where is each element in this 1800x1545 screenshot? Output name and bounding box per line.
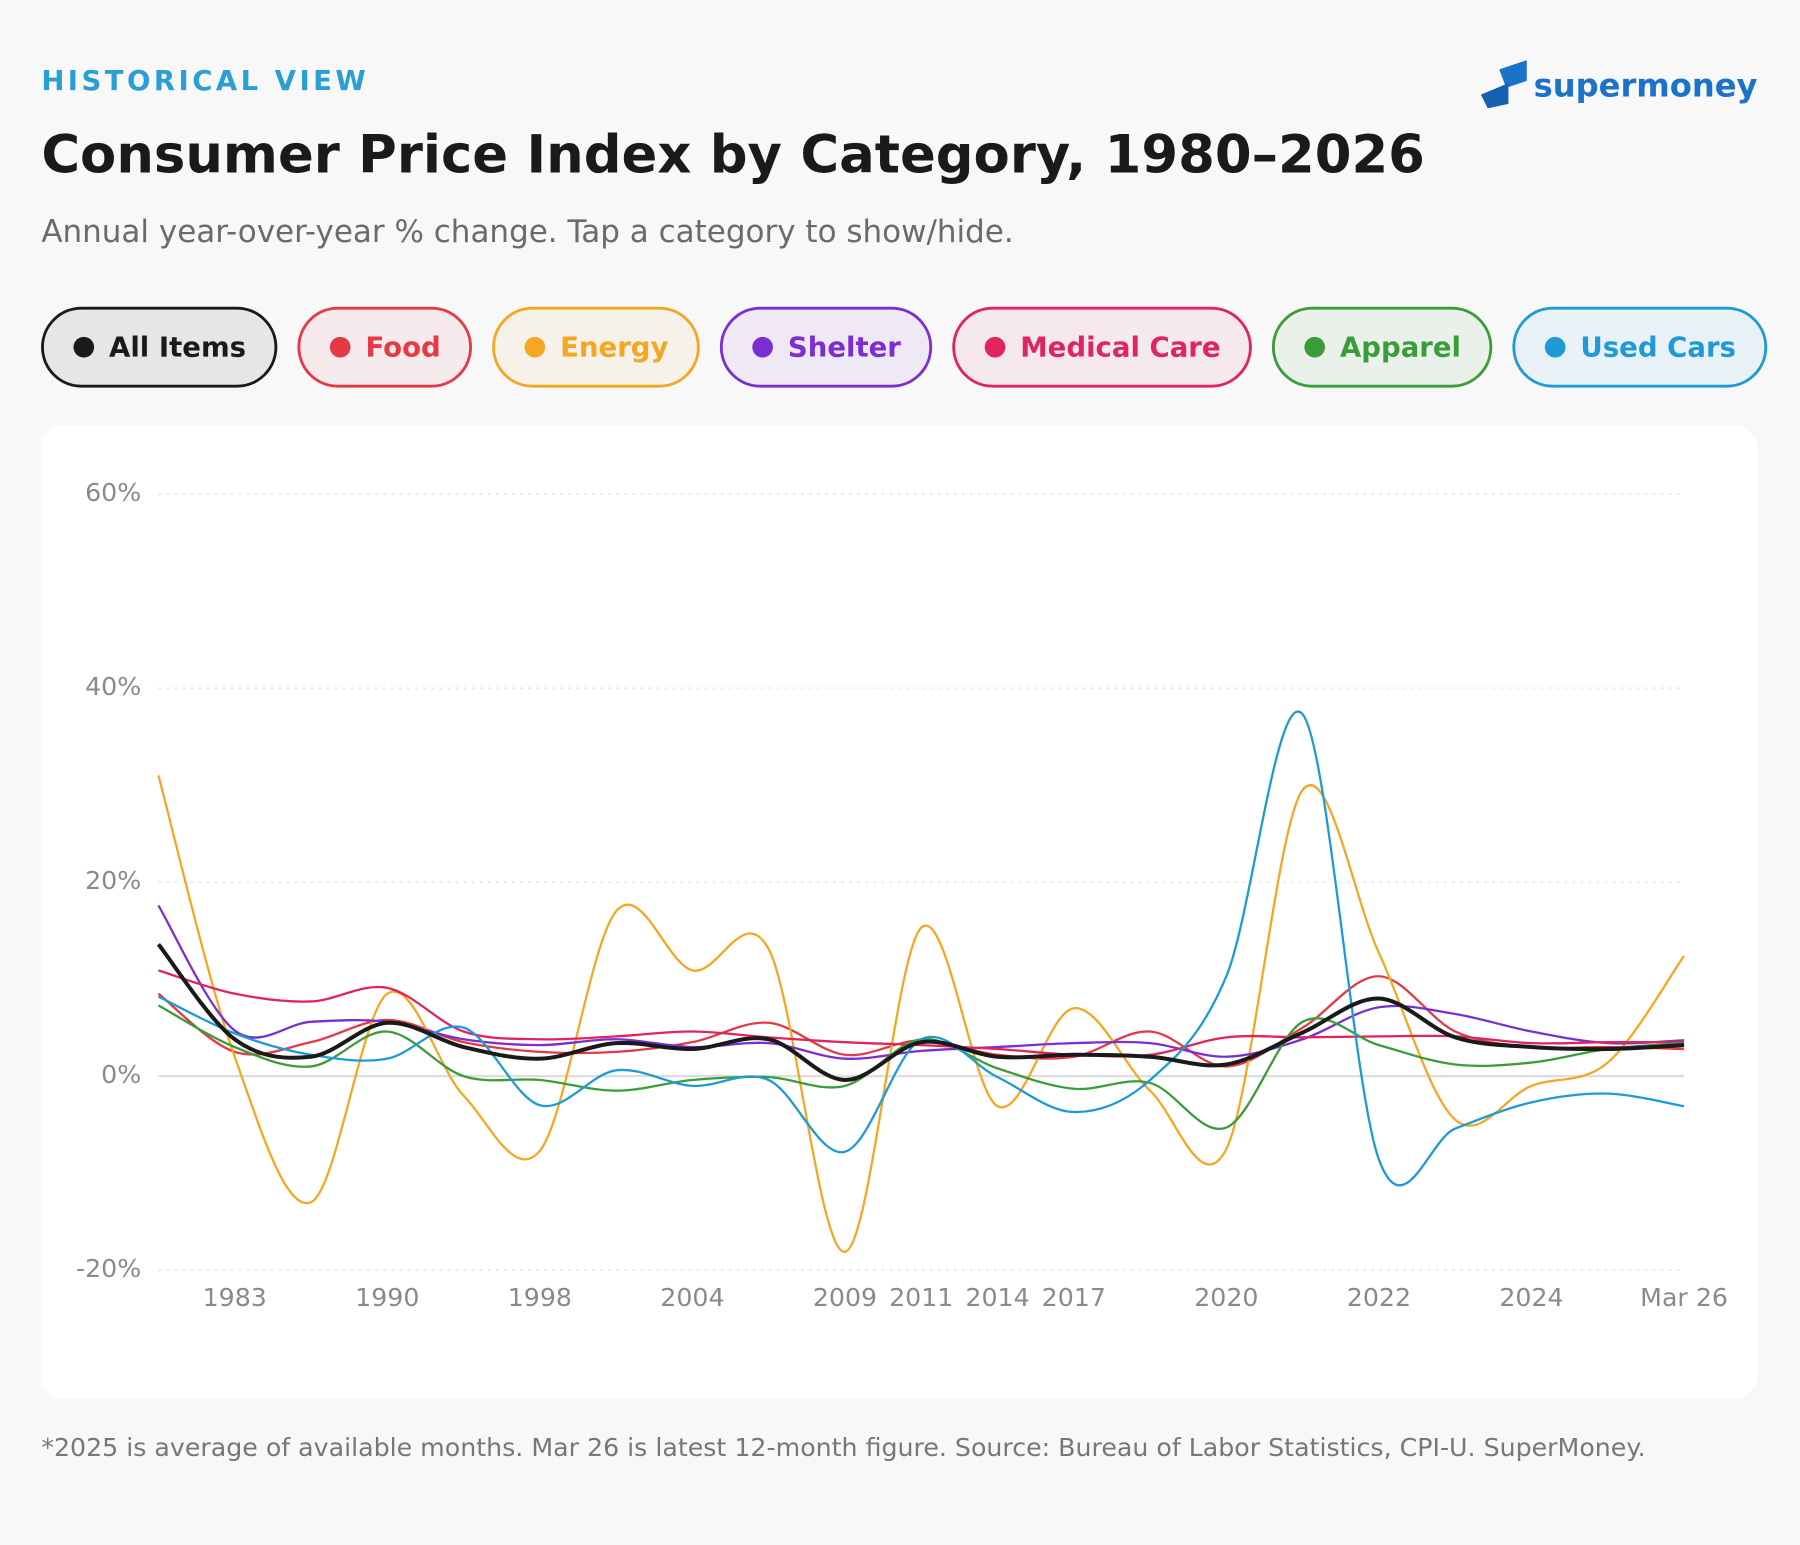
y-tick-label: 60% xyxy=(85,478,141,507)
x-tick-label: 1998 xyxy=(508,1283,572,1312)
y-tick-label: 40% xyxy=(85,672,141,701)
y-tick-label: -20% xyxy=(76,1254,141,1283)
legend-dot xyxy=(1544,336,1566,358)
legend-pill xyxy=(1271,306,1493,388)
legend-pill xyxy=(952,306,1252,388)
legend-dot xyxy=(73,336,95,358)
x-tick-label: 2011 xyxy=(889,1283,953,1312)
legend-dot xyxy=(1304,336,1326,358)
legend-label: Food xyxy=(365,331,440,363)
x-tick-label: 2022 xyxy=(1347,1283,1411,1312)
legend-item[interactable]: All Items xyxy=(41,306,278,388)
x-tick-label: 2017 xyxy=(1042,1283,1106,1312)
legend-label: Energy xyxy=(560,331,668,363)
x-tick-label: 2004 xyxy=(660,1283,724,1312)
x-tick-label: 2014 xyxy=(965,1283,1029,1312)
legend-label: Shelter xyxy=(788,331,901,363)
legend: All Items Food Energy Shelter Medical Care Ap… xyxy=(41,306,1768,388)
y-tick-label: 0% xyxy=(101,1060,141,1089)
subtitle: Annual year-over-year % change. Tap a ca… xyxy=(41,214,1013,250)
legend-pill xyxy=(297,306,473,388)
x-tick-label: 1990 xyxy=(355,1283,419,1312)
legend-item[interactable]: Apparel xyxy=(1271,306,1493,388)
x-tick-label: Mar 26 xyxy=(1640,1283,1728,1312)
plot-card xyxy=(41,425,1758,1399)
series-line xyxy=(157,1004,1685,1131)
legend-dot xyxy=(752,336,773,358)
series-line xyxy=(158,969,1685,1058)
series-line xyxy=(157,710,1685,1187)
series-line xyxy=(156,942,1685,1083)
chart-title: Consumer Price Index by Category, 1980–2… xyxy=(41,124,1425,185)
x-tick-label: 2020 xyxy=(1194,1283,1258,1312)
legend-pill xyxy=(41,306,278,388)
y-tick-label: 20% xyxy=(85,866,141,895)
logo: supermoney xyxy=(1480,60,1758,109)
legend-label: Used Cars xyxy=(1580,331,1736,363)
legend-pill xyxy=(719,306,933,388)
logo-icon xyxy=(1480,83,1509,109)
x-tick-label: 2009 xyxy=(813,1283,877,1312)
legend-label: All Items xyxy=(109,331,246,363)
legend-label: Medical Care xyxy=(1020,331,1220,363)
legend-dot xyxy=(329,336,351,358)
legend-dot xyxy=(984,336,1006,358)
legend-item[interactable]: Medical Care xyxy=(952,306,1252,388)
plot-area: -20% 0% 20% 40% 60% 1983 1990 1998 2004 2009 2011 2… xyxy=(76,478,1728,1312)
x-tick-label: 1983 xyxy=(203,1283,267,1312)
series-line xyxy=(157,775,1685,1253)
legend-item[interactable]: Food xyxy=(297,306,473,388)
logo-icon xyxy=(1499,60,1527,88)
legend-dot xyxy=(524,336,546,358)
legend-label: Apparel xyxy=(1340,331,1461,363)
x-tick-label: 2024 xyxy=(1499,1283,1563,1312)
legend-item[interactable]: Shelter xyxy=(719,306,933,388)
eyebrow: HISTORICAL VIEW xyxy=(41,65,369,97)
legend-item[interactable]: Used Cars xyxy=(1512,306,1768,388)
legend-pill xyxy=(492,306,700,388)
legend-pill xyxy=(1512,306,1768,388)
logo-text: supermoney xyxy=(1534,67,1758,105)
footnote: *2025 is average of available months. Ma… xyxy=(41,1433,1645,1462)
legend-item[interactable]: Energy xyxy=(492,306,700,388)
